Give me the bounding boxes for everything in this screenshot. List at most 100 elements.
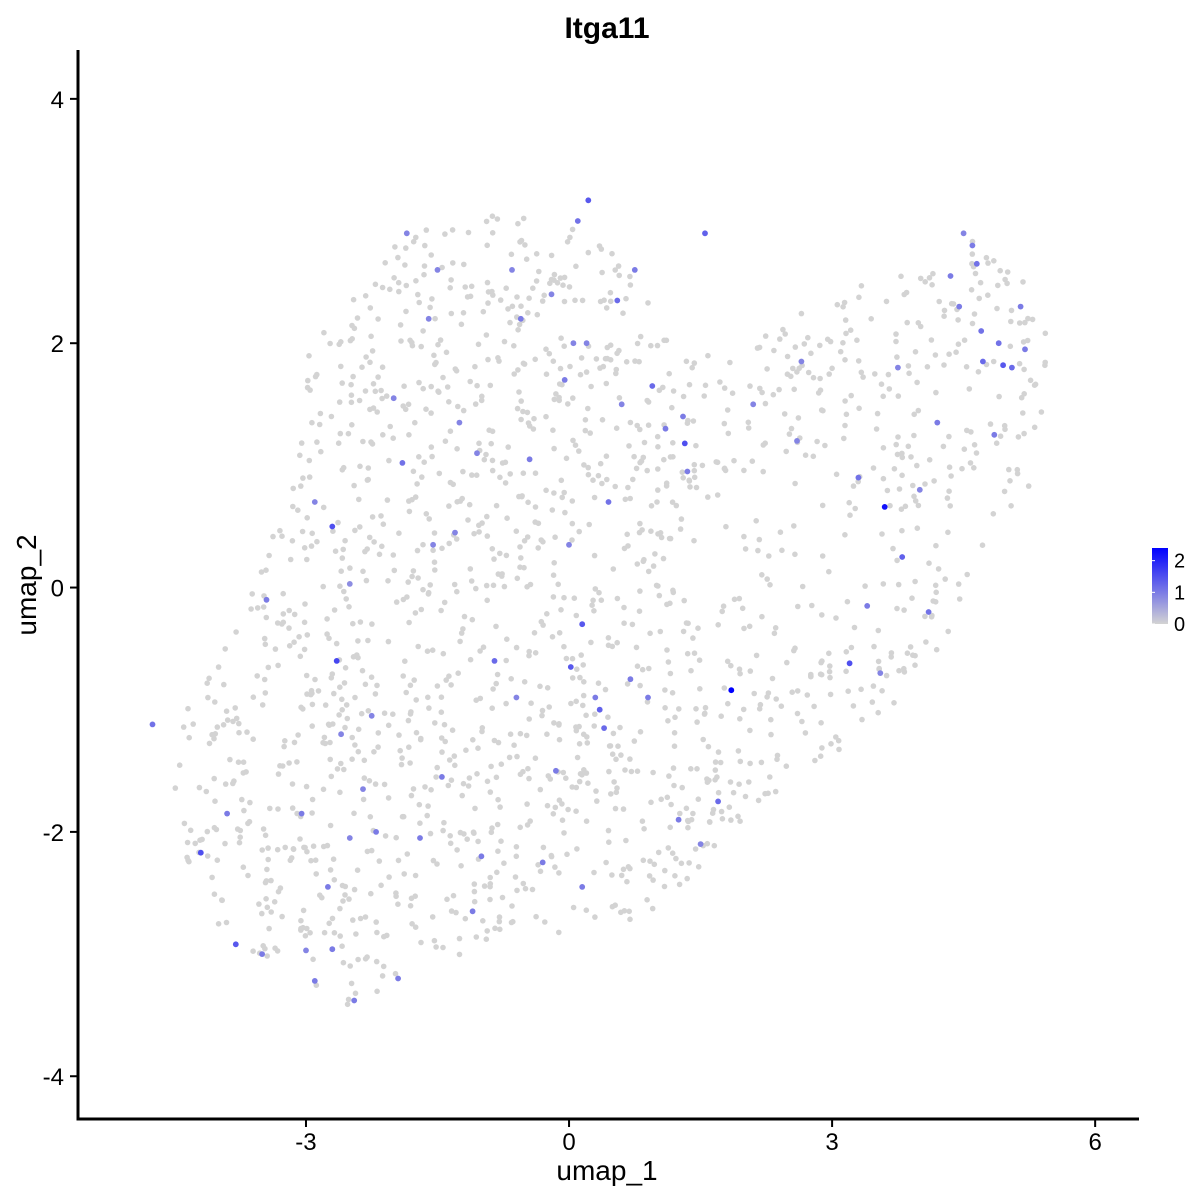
cell-point bbox=[741, 533, 747, 540]
cell-point bbox=[966, 386, 973, 392]
cell-point bbox=[375, 316, 381, 322]
cell-point bbox=[339, 696, 345, 703]
cell-point bbox=[366, 778, 373, 784]
cell-point bbox=[277, 763, 283, 769]
cell-point bbox=[215, 664, 222, 670]
cell-point bbox=[997, 433, 1004, 440]
cell-point bbox=[963, 364, 970, 370]
expressing-cell-point bbox=[855, 474, 862, 481]
cell-point bbox=[494, 671, 501, 678]
expressing-cell-point bbox=[439, 774, 445, 780]
cell-point bbox=[826, 568, 832, 575]
cell-point bbox=[637, 333, 644, 340]
expressing-cell-point bbox=[579, 621, 586, 628]
cell-point bbox=[540, 844, 547, 851]
cell-point bbox=[417, 820, 423, 826]
cell-point bbox=[723, 523, 729, 530]
cell-point bbox=[368, 333, 374, 340]
cell-point bbox=[466, 501, 473, 508]
cell-point bbox=[415, 643, 422, 650]
cell-point bbox=[472, 805, 478, 812]
cell-point bbox=[236, 720, 242, 727]
cell-point bbox=[772, 788, 779, 795]
cell-point bbox=[971, 311, 978, 317]
cell-point bbox=[354, 867, 361, 873]
cell-point bbox=[504, 515, 510, 521]
cell-point bbox=[669, 690, 676, 696]
cell-point bbox=[771, 347, 777, 354]
cell-point bbox=[554, 280, 561, 286]
cell-point bbox=[350, 917, 356, 923]
cell-point bbox=[351, 886, 358, 893]
cell-point bbox=[828, 741, 834, 747]
cell-point bbox=[514, 405, 521, 412]
cell-point bbox=[678, 516, 685, 522]
cell-point bbox=[493, 774, 500, 781]
cell-point bbox=[434, 764, 441, 771]
cell-point bbox=[410, 786, 417, 792]
cell-point bbox=[489, 467, 496, 474]
cell-point bbox=[535, 545, 541, 551]
cell-point bbox=[658, 534, 665, 541]
cell-point bbox=[580, 702, 586, 709]
cell-point bbox=[891, 466, 898, 472]
cell-point bbox=[599, 480, 605, 487]
cell-point bbox=[498, 838, 504, 844]
cell-point bbox=[836, 746, 842, 753]
expressing-cell-point bbox=[452, 529, 458, 536]
cell-point bbox=[792, 551, 798, 558]
cell-point bbox=[585, 471, 592, 478]
cell-point bbox=[609, 872, 615, 878]
cell-point bbox=[551, 271, 558, 278]
cell-point bbox=[972, 270, 979, 277]
cell-point bbox=[530, 426, 537, 432]
cell-point bbox=[685, 824, 691, 831]
cell-point bbox=[699, 462, 706, 469]
cell-point bbox=[784, 371, 791, 378]
cell-point bbox=[546, 350, 553, 357]
expressing-cell-point bbox=[728, 687, 735, 694]
cell-point bbox=[259, 910, 265, 917]
cell-point bbox=[636, 608, 643, 614]
cell-point bbox=[701, 393, 707, 399]
cell-point bbox=[274, 846, 281, 853]
x-tick-label: 6 bbox=[1088, 1129, 1101, 1156]
cell-point bbox=[317, 892, 323, 898]
cell-point bbox=[532, 650, 539, 656]
cell-point bbox=[814, 438, 820, 445]
cell-point bbox=[339, 943, 345, 949]
cell-point bbox=[610, 730, 617, 737]
cell-point bbox=[381, 781, 388, 788]
cell-point bbox=[447, 479, 454, 486]
cell-point bbox=[572, 442, 579, 449]
cell-point bbox=[337, 789, 343, 796]
cell-point bbox=[551, 560, 557, 566]
cell-point bbox=[502, 459, 509, 466]
cell-point bbox=[718, 808, 725, 815]
cell-point bbox=[420, 586, 426, 593]
cell-point bbox=[759, 389, 765, 396]
cell-point bbox=[375, 730, 382, 736]
cell-point bbox=[627, 495, 633, 502]
cell-point bbox=[607, 342, 614, 349]
cell-point bbox=[591, 869, 597, 876]
cell-point bbox=[818, 659, 824, 666]
cell-point bbox=[355, 638, 361, 644]
cell-point bbox=[268, 877, 274, 884]
cell-point bbox=[528, 700, 534, 706]
cell-point bbox=[485, 356, 491, 363]
cell-point bbox=[991, 258, 997, 264]
cell-point bbox=[475, 838, 481, 845]
cell-point bbox=[307, 930, 313, 936]
cell-point bbox=[935, 566, 942, 572]
cell-point bbox=[870, 683, 877, 689]
cell-point bbox=[227, 756, 233, 763]
cell-point bbox=[616, 272, 622, 279]
cell-point bbox=[657, 628, 664, 635]
cell-point bbox=[460, 310, 467, 316]
cell-point bbox=[719, 816, 726, 822]
cell-point bbox=[306, 353, 312, 359]
cell-point bbox=[781, 411, 788, 417]
cell-point bbox=[760, 468, 766, 475]
